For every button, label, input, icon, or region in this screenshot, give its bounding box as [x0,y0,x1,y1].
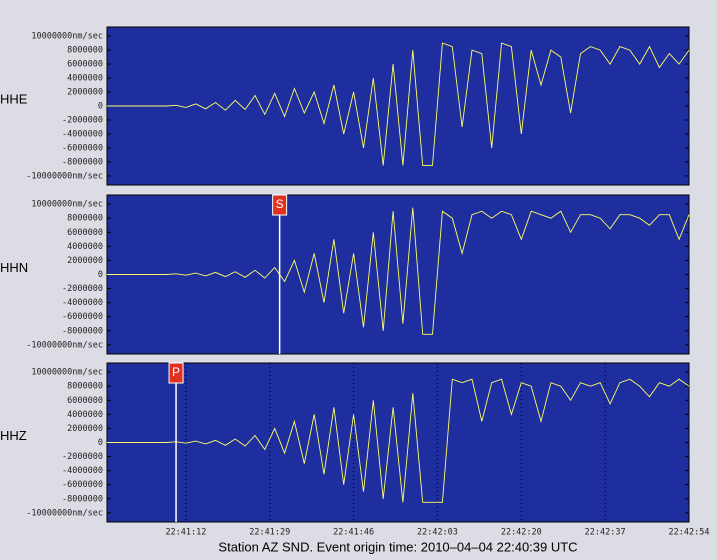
phase-label: S [276,197,284,211]
y-tick-label: 6000000 [67,228,103,238]
phase-marker [272,194,288,216]
panel [106,362,690,523]
y-tick-label: 10000000nm/sec [31,368,103,378]
y-tick-label: -8000000 [62,326,103,336]
trace [107,207,690,335]
y-tick-label: -6000000 [62,480,103,490]
y-tick-label: 6000000 [67,60,103,70]
y-tick-label: 0 [98,270,103,280]
y-tick-label: -8000000 [62,157,103,167]
y-tick-label: -4000000 [62,466,103,476]
x-tick-label: 22:42:37 [585,528,626,538]
y-tick-label: -10000000nm/sec [26,340,103,350]
y-tick-label: -6000000 [62,312,103,322]
channel-label: HHZ [0,428,27,443]
channel-label: HHE [0,91,28,106]
caption: Station AZ SND. Event origin time: 2010–… [218,539,577,554]
x-tick-label: 22:42:03 [417,528,458,538]
y-tick-label: 4000000 [67,242,103,252]
x-tick-label: 22:41:12 [165,528,206,538]
panel [106,26,690,186]
y-tick-label: -4000000 [62,129,103,139]
trace [107,42,690,166]
y-tick-label: 2000000 [67,256,103,266]
y-tick-label: 0 [98,102,103,112]
y-tick-label: -2000000 [62,284,103,294]
y-tick-label: 8000000 [67,382,103,392]
y-tick-label: 10000000nm/sec [31,200,103,210]
y-tick-label: -2000000 [62,452,103,462]
y-tick-label: 2000000 [67,424,103,434]
y-tick-label: -8000000 [62,494,103,504]
y-tick-label: 4000000 [67,74,103,84]
x-tick-label: 22:41:29 [249,528,290,538]
x-tick-label: 22:42:20 [501,528,542,538]
y-tick-label: -4000000 [62,298,103,308]
x-tick-label: 22:41:46 [333,528,374,538]
y-tick-label: -10000000nm/sec [26,171,103,181]
panel [106,194,690,355]
y-tick-label: 8000000 [67,46,103,56]
phase-marker [168,362,184,384]
trace [107,378,690,503]
phase-label: P [172,365,180,379]
y-tick-label: 0 [98,438,103,448]
channel-label: HHN [0,260,28,275]
y-tick-label: -6000000 [62,143,103,153]
y-tick-label: -10000000nm/sec [26,508,103,518]
x-tick-label: 22:42:54 [669,528,710,538]
y-tick-label: -2000000 [62,115,103,125]
y-tick-label: 8000000 [67,214,103,224]
y-tick-label: 6000000 [67,396,103,406]
y-tick-label: 10000000nm/sec [31,32,103,42]
y-tick-label: 4000000 [67,410,103,420]
y-tick-label: 2000000 [67,88,103,98]
